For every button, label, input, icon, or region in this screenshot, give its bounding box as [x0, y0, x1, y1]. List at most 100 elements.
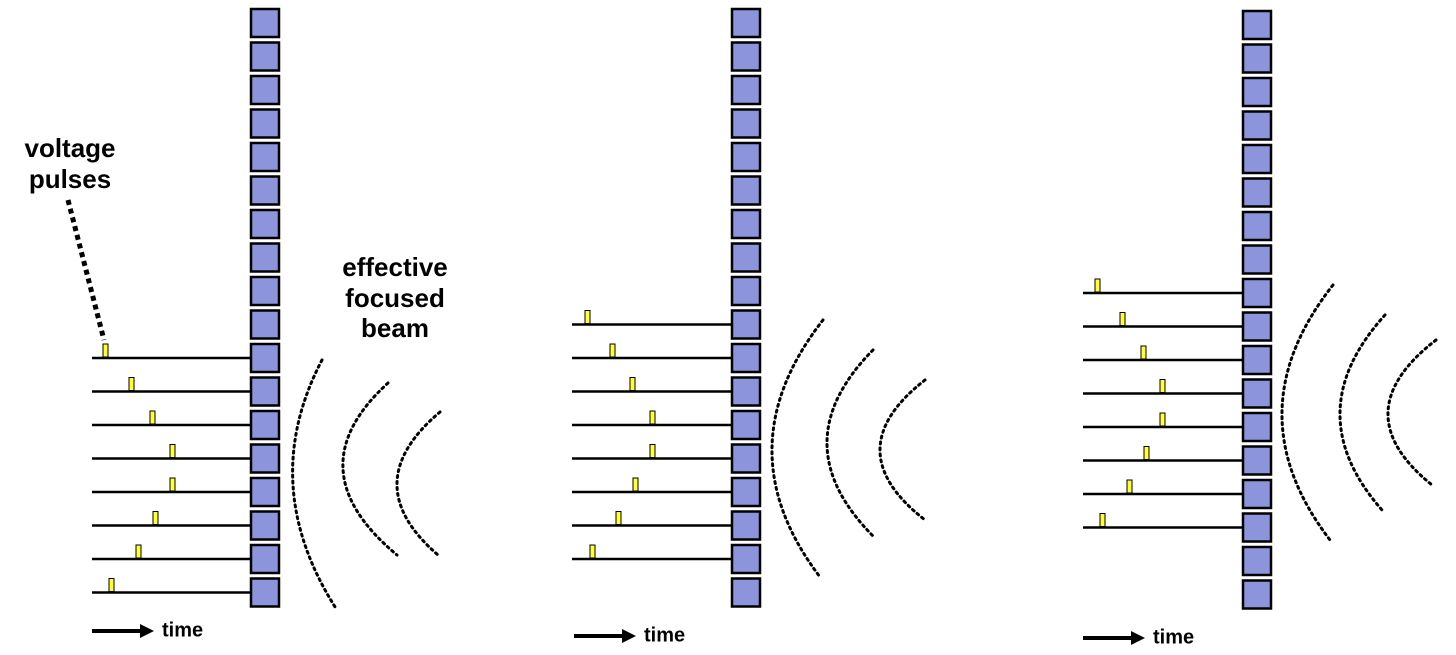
element: [730, 376, 762, 407]
pulse: [149, 410, 156, 425]
pulse: [108, 578, 115, 592]
pulse: [609, 343, 616, 358]
pulse: [649, 444, 656, 458]
element: [249, 577, 281, 608]
wavefront: [1280, 283, 1335, 542]
element: [249, 543, 281, 575]
pulse: [1119, 312, 1126, 326]
wavefront: [1386, 338, 1438, 487]
element: [730, 74, 762, 106]
element: [1241, 244, 1273, 275]
pulse: [632, 477, 639, 492]
element: [1241, 43, 1273, 74]
label: effective: [342, 252, 448, 282]
element: [1241, 76, 1273, 108]
element: [249, 175, 281, 206]
element: [1241, 579, 1273, 610]
element: [730, 7, 762, 39]
element: [730, 309, 762, 340]
wavefront: [878, 378, 927, 522]
time-label: time: [162, 619, 203, 641]
pulse: [649, 410, 656, 425]
wavefront: [395, 410, 442, 557]
element: [249, 476, 281, 508]
pointer: [65, 199, 107, 341]
element: [249, 141, 281, 173]
element: [1241, 110, 1273, 141]
label: focused: [345, 283, 445, 313]
element: [730, 510, 762, 541]
element: [730, 543, 762, 575]
pulse: [135, 544, 142, 559]
wavefront: [291, 358, 339, 612]
wavefront: [825, 348, 877, 540]
element: [249, 108, 281, 139]
wavefront: [341, 381, 399, 557]
element: [1241, 344, 1273, 376]
arrow-head: [622, 629, 636, 643]
element: [730, 577, 762, 608]
element: [249, 309, 281, 340]
pulse: [169, 477, 176, 492]
pulse: [584, 310, 591, 324]
label: beam: [361, 313, 429, 343]
pulse: [1099, 513, 1106, 527]
element: [730, 275, 762, 307]
time-label: time: [644, 624, 685, 646]
pulse: [1159, 412, 1166, 427]
element: [249, 242, 281, 273]
wavefront: [770, 318, 825, 579]
element: [249, 41, 281, 72]
element: [249, 7, 281, 39]
element: [249, 510, 281, 541]
time-label: time: [1153, 626, 1194, 648]
pulse: [629, 377, 636, 391]
element: [249, 342, 281, 374]
element: [1241, 311, 1273, 342]
element: [1241, 277, 1273, 309]
element: [730, 443, 762, 474]
element: [249, 409, 281, 441]
element: [1241, 478, 1273, 510]
element: [1241, 177, 1273, 208]
pulse: [1143, 446, 1150, 460]
element: [730, 141, 762, 173]
pulse: [589, 544, 596, 559]
element: [730, 476, 762, 508]
element: [1241, 143, 1273, 175]
element: [249, 208, 281, 240]
element: [249, 443, 281, 474]
label: pulses: [29, 164, 111, 194]
element: [249, 275, 281, 307]
element: [1241, 9, 1273, 41]
element: [1241, 210, 1273, 242]
pulse: [1159, 379, 1166, 393]
element: [1241, 378, 1273, 409]
element: [1241, 411, 1273, 443]
pulse: [1094, 278, 1101, 293]
pulse: [615, 511, 622, 525]
pulse: [152, 511, 159, 525]
element: [1241, 512, 1273, 543]
pulse: [1126, 479, 1133, 494]
element: [730, 175, 762, 206]
element: [1241, 445, 1273, 476]
element: [1241, 545, 1273, 577]
element: [730, 41, 762, 72]
label: voltage: [24, 133, 115, 163]
arrow-head: [140, 624, 154, 638]
pulse: [169, 444, 176, 458]
pulse: [1140, 345, 1147, 360]
wavefront: [1338, 313, 1387, 512]
pulse: [128, 377, 135, 391]
element: [730, 409, 762, 441]
element: [730, 108, 762, 139]
element: [730, 208, 762, 240]
element: [249, 376, 281, 407]
arrow-head: [1131, 631, 1145, 645]
element: [730, 342, 762, 374]
pulse: [102, 343, 109, 358]
element: [730, 242, 762, 273]
element: [249, 74, 281, 106]
